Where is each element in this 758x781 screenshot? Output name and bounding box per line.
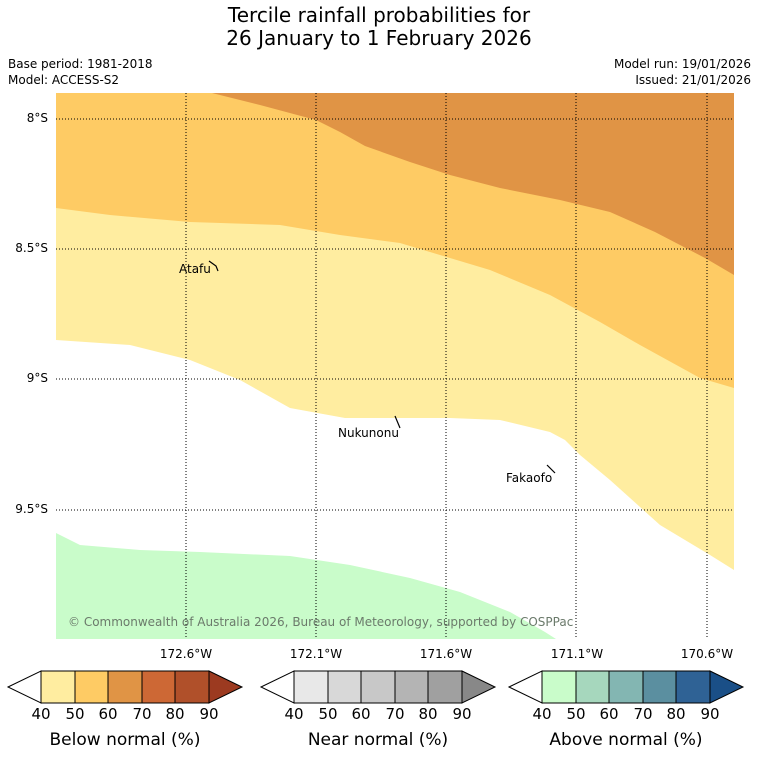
colorbar-below-segment-1 (40, 670, 76, 704)
colorbar-above-normal (507, 670, 745, 704)
colorbar-above-title: Above normal (%) (549, 730, 703, 750)
nukunonu-atoll-shape (394, 415, 401, 429)
lat-label-8s: 8°S (26, 111, 48, 125)
colorbar-above-under-arrow (507, 670, 543, 704)
place-label-atafu: Atafu (179, 262, 211, 276)
colorbar-above-segment-1 (541, 670, 577, 704)
copyright-notice: © Commonwealth of Australia 2026, Bureau… (68, 615, 573, 629)
colorbar-near-tick: 60 (351, 705, 371, 723)
colorbar-below-segment-3 (107, 670, 143, 704)
colorbar-above-segment-5 (675, 670, 711, 704)
place-label-fakaofo: Fakaofo (506, 471, 552, 485)
coastlines (208, 260, 556, 474)
gridlines (56, 93, 734, 639)
meta-right: Model run: 19/01/2026 Issued: 21/01/2026 (614, 56, 751, 88)
colorbar-near-title: Near normal (%) (307, 730, 449, 750)
fakaofo-atoll-shape (546, 464, 556, 474)
lat-label-8-5s: 8.5°S (15, 241, 48, 255)
colorbar-below-tick: 90 (199, 705, 219, 723)
colorbar-above-segment-4 (642, 670, 677, 704)
colorbar-above-tick: 70 (633, 705, 653, 723)
colorbar-below-tick: 80 (165, 705, 185, 723)
lon-label-170-6w: 170.6°W (680, 647, 734, 661)
colorbar-below-segment-5 (174, 670, 210, 704)
model-name: Model: ACCESS-S2 (8, 73, 120, 87)
colorbar-below-over-arrow (208, 670, 244, 704)
map-title: Tercile rainfall probabilities for 26 Ja… (0, 4, 758, 50)
colorbar-above-tick: 90 (700, 705, 720, 723)
meta-left: Base period: 1981-2018 Model: ACCESS-S2 (8, 56, 153, 88)
lat-label-9s: 9°S (26, 371, 48, 385)
place-label-nukunonu: Nukunonu (338, 426, 399, 440)
colorbar-near-normal (259, 670, 497, 704)
colorbar-near-tick: 50 (318, 705, 338, 723)
title-line-2: 26 January to 1 February 2026 (226, 26, 532, 50)
colorbar-near-segment-4 (394, 670, 429, 704)
colorbar-below-under-arrow (6, 670, 42, 704)
colorbar-near-tick: 70 (385, 705, 405, 723)
colorbar-below-segment-2 (74, 670, 109, 704)
above-normal-40-50-region (56, 533, 556, 639)
colorbar-below-normal (6, 670, 244, 704)
colorbar-near-tick: 40 (284, 705, 304, 723)
colorbar-above-over-arrow (709, 670, 745, 704)
colorbar-below-segment-4 (141, 670, 176, 704)
lat-label-9-5s: 9.5°S (15, 502, 48, 516)
colorbar-above-segment-3 (608, 670, 644, 704)
lon-label-172-1w: 172.1°W (289, 647, 343, 661)
colorbar-near-segment-3 (360, 670, 396, 704)
colorbar-below-tick: 70 (132, 705, 152, 723)
colorbar-above-tick: 80 (666, 705, 686, 723)
lon-label-171-1w: 171.1°W (550, 647, 604, 661)
model-run: Model run: 19/01/2026 (613, 57, 751, 71)
colorbar-below-tick: 40 (31, 705, 51, 723)
colorbar-above-tick: 40 (532, 705, 552, 723)
colorbar-near-tick: 80 (418, 705, 438, 723)
atafu-atoll-shape (208, 260, 219, 272)
lon-label-172-6w: 172.6°W (159, 647, 213, 661)
title-line-1: Tercile rainfall probabilities for (227, 3, 531, 27)
colorbar-near-tick: 90 (452, 705, 472, 723)
base-period: Base period: 1981-2018 (8, 57, 153, 71)
lon-label-171-6w: 171.6°W (419, 647, 473, 661)
colorbar-near-under-arrow (259, 670, 295, 704)
colorbar-near-segment-2 (327, 670, 362, 704)
colorbar-near-over-arrow (461, 670, 497, 704)
colorbar-below-tick: 50 (65, 705, 85, 723)
colorbar-above-tick: 60 (599, 705, 619, 723)
colorbar-below-title: Below normal (%) (49, 730, 201, 750)
colorbar-above-tick: 50 (566, 705, 586, 723)
colorbar-above-segment-2 (575, 670, 610, 704)
probability-field (56, 93, 734, 639)
issued-date: Issued: 21/01/2026 (635, 73, 751, 87)
colorbar-near-segment-1 (293, 670, 329, 704)
below-normal-60-70-region (212, 93, 734, 275)
colorbar-near-segment-5 (427, 670, 463, 704)
colorbar-below-tick: 60 (98, 705, 118, 723)
